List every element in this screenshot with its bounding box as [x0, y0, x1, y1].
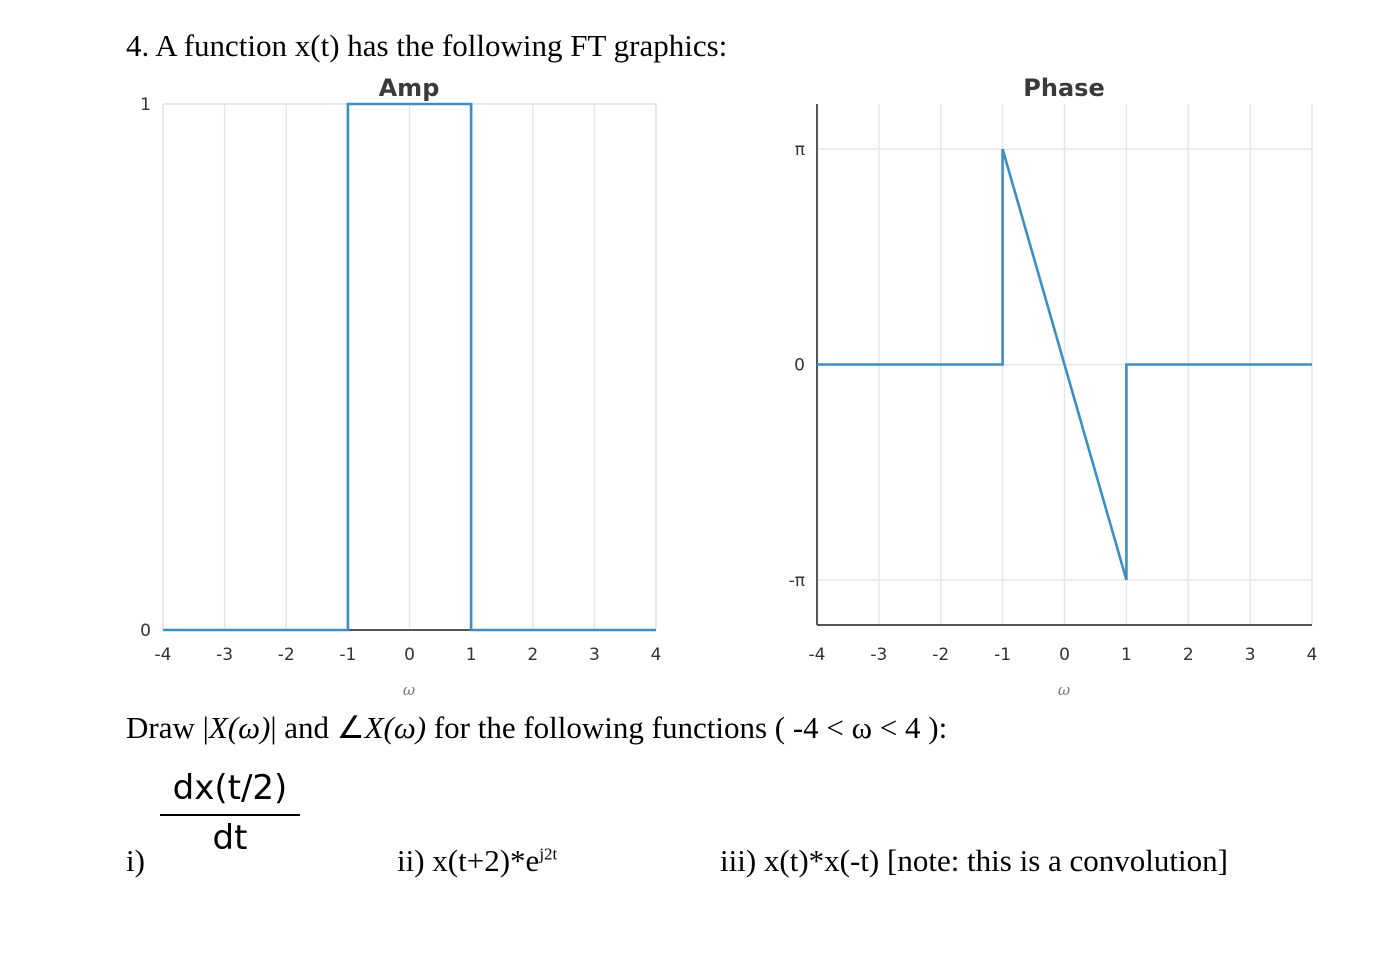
phase-chart: Phase -4 -3 -2 -1 0 1 2 3 4 -π 0 π ω: [789, 74, 1318, 699]
item-ii: ii) x(t+2)*ej2t: [397, 843, 557, 879]
phase-x-tick-label: -1: [994, 645, 1011, 665]
amp-series-line: [163, 102, 656, 632]
phase-series: [817, 148, 1312, 581]
amp-x-tick-label: -4: [155, 645, 172, 665]
phase-y-tick-label: π: [795, 140, 805, 160]
amp-x-tick-label: 2: [527, 645, 538, 665]
amp-x-tick-label: -1: [339, 645, 356, 665]
phase-series-line: [817, 148, 1312, 581]
phase-x-tick-label: 0: [1059, 645, 1070, 665]
angle-symbol: ∠: [336, 710, 365, 745]
amp-x-axis-label: ω: [403, 681, 415, 699]
instruction-prefix: Draw |: [126, 710, 209, 745]
instruction-text: Draw |X(ω)| and ∠X(ω) for the following …: [126, 710, 947, 746]
instruction-suffix: for the following functions ( -4 < ω < 4…: [426, 710, 948, 745]
amp-x-tick-label: 4: [651, 645, 662, 665]
instruction-magnitude: X(ω): [208, 710, 271, 745]
phase-x-tick-label: -2: [932, 645, 949, 665]
phase-x-axis-label: ω: [1058, 681, 1070, 699]
fraction-numerator: dx(t/2): [160, 768, 300, 816]
phase-chart-title: Phase: [1023, 74, 1104, 102]
phase-x-tick-label: 4: [1307, 645, 1318, 665]
instruction-phase: X(ω): [364, 710, 427, 745]
amp-x-tick-label: -2: [278, 645, 295, 665]
amp-x-tick-label: 1: [466, 645, 477, 665]
phase-x-tick-label: -3: [870, 645, 887, 665]
phase-y-tick-label: -π: [789, 571, 805, 591]
question-title: 4. A function x(t) has the following FT …: [126, 28, 728, 63]
phase-x-tick-label: -4: [809, 645, 826, 665]
item-ii-text: ii) x(t+2)*e: [397, 843, 540, 878]
item-ii-exponent: j2t: [539, 844, 558, 864]
derivative-fraction: dx(t/2) dt: [160, 768, 300, 858]
amp-x-tick-label: -3: [216, 645, 233, 665]
ft-charts: Amp -4 -3 -2 -1 0 1 2 3 4 0 1 ω Phase -4 -3 -2 -1 0 1 2 3…: [140, 74, 1318, 699]
amp-x-tick-label: 0: [404, 645, 415, 665]
item-iii: iii) x(t)*x(-t) [note: this is a convolu…: [720, 843, 1228, 878]
amp-y-tick-label: 1: [140, 95, 151, 115]
amp-ticks: -4 -3 -2 -1 0 1 2 3 4 0 1: [140, 95, 661, 665]
item-i-label: i): [126, 843, 145, 878]
phase-x-tick-label: 3: [1245, 645, 1256, 665]
amp-grid: [162, 103, 657, 631]
phase-x-tick-label: 1: [1121, 645, 1132, 665]
instruction-mid: | and: [270, 710, 337, 745]
phase-x-tick-label: 2: [1183, 645, 1194, 665]
phase-y-tick-label: 0: [794, 356, 805, 376]
amp-series: [163, 102, 656, 632]
amp-chart-title: Amp: [379, 74, 440, 102]
phase-ticks: -4 -3 -2 -1 0 1 2 3 4 -π 0 π: [789, 140, 1318, 665]
amp-y-tick-label: 0: [140, 621, 151, 641]
amp-x-tick-label: 3: [589, 645, 600, 665]
amp-chart: Amp -4 -3 -2 -1 0 1 2 3 4 0 1 ω: [140, 74, 661, 699]
fraction-denominator: dt: [212, 818, 248, 858]
